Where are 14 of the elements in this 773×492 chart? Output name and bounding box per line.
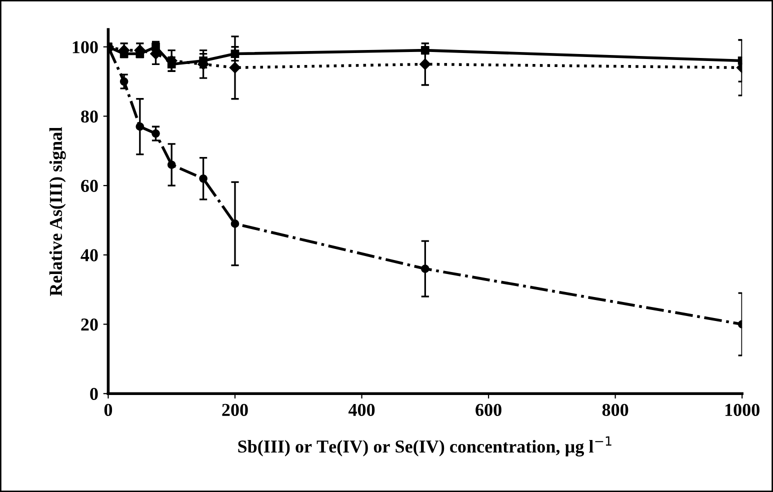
x-tick-label: 400 — [348, 404, 375, 416]
x-tick-label: 0 — [104, 404, 112, 416]
x-tick-label: 200 — [222, 404, 248, 416]
y-tick-label: 0 — [90, 388, 98, 400]
x-axis-title: Sb(III) or Te(IV) or Se(IV) concentration, µg l$^{−1}$ — [238, 436, 612, 456]
y-tick-label: 40 — [80, 249, 98, 262]
y-axis-title: Relative As(III) signal — [49, 127, 66, 296]
y-tick-label: 20 — [81, 318, 98, 331]
x-tick-label: 600 — [476, 404, 502, 416]
y-tick-label: 100 — [72, 41, 98, 54]
x-tick-label: 1000 — [725, 404, 760, 416]
x-tick-label: 800 — [602, 404, 628, 416]
y-tick-label: 80 — [81, 110, 98, 123]
y-tick-label: 60 — [81, 180, 98, 192]
